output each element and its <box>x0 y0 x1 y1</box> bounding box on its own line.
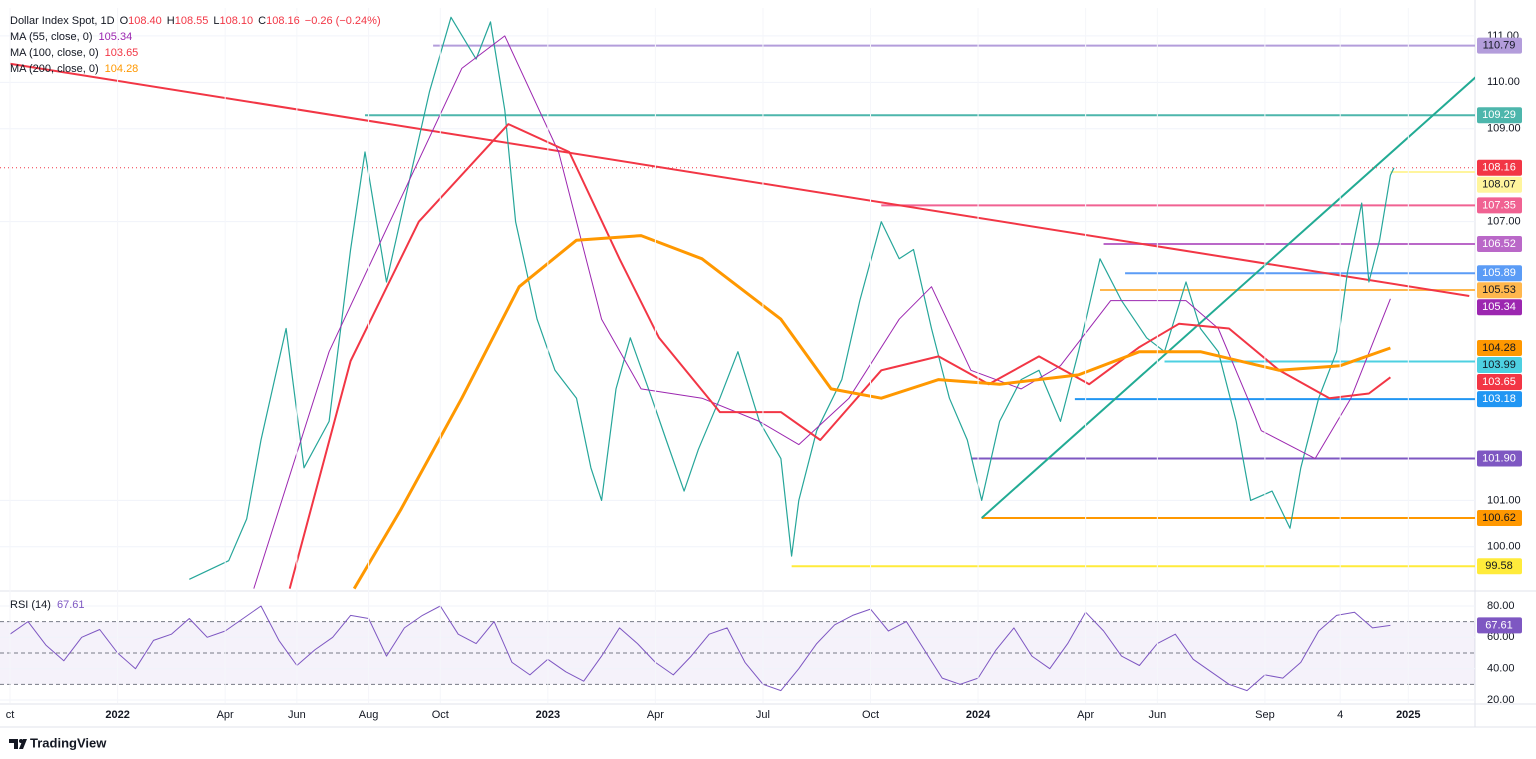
logo: TradingView <box>9 735 107 750</box>
legend-ohlc: C <box>258 15 266 27</box>
legend-ohlc: 108.40 <box>128 15 162 27</box>
price-label: 110.79 <box>1483 40 1516 52</box>
price-label: 103.18 <box>1482 393 1516 405</box>
price-label-box <box>1477 299 1522 316</box>
series-line <box>189 16 1395 580</box>
price-label-box <box>1477 510 1522 527</box>
legend-title: Dollar Index Spot, 1D O108.40 H108.55 L108.… <box>10 15 381 27</box>
price-label-box <box>1477 176 1522 193</box>
main-pane <box>0 16 1475 590</box>
price-label: 103.65 <box>1482 376 1516 388</box>
x-tick-label: 2025 <box>1396 709 1420 721</box>
x-tick-label: Apr <box>647 709 664 721</box>
y-tick-label: 40.00 <box>1487 663 1515 675</box>
y-tick-label: 80.00 <box>1487 600 1515 612</box>
price-label: 101.90 <box>1482 452 1516 464</box>
y-tick-label: 60.00 <box>1487 631 1515 643</box>
x-tick-label: 2022 <box>105 709 129 721</box>
x-tick-label: Jun <box>288 709 306 721</box>
x-tick-label: 4 <box>1337 709 1343 721</box>
price-label: 105.89 <box>1482 267 1516 279</box>
x-tick-label: Oct <box>862 709 879 721</box>
price-label: 109.29 <box>1482 109 1516 121</box>
price-label-box <box>1477 235 1522 252</box>
price-label: 103.99 <box>1482 359 1516 371</box>
series-line <box>352 234 1391 590</box>
logo-dot <box>19 739 23 743</box>
price-label-box <box>1477 37 1522 54</box>
price-label-box <box>1477 197 1522 214</box>
price-label-box <box>1477 282 1522 299</box>
legend-entry: MA (200, close, 0) 104.28 <box>10 63 138 75</box>
price-label-box <box>1477 265 1522 282</box>
x-tick-label: Apr <box>217 709 234 721</box>
legend-value: 67.61 <box>57 599 85 611</box>
price-label: 104.28 <box>1482 342 1516 354</box>
price-label: 99.58 <box>1485 560 1513 572</box>
x-tick-label: Apr <box>1077 709 1094 721</box>
price-label-box <box>1477 558 1522 575</box>
x-tick-label: 2023 <box>536 709 560 721</box>
price-label: 107.35 <box>1482 199 1516 211</box>
x-tick-label: Jun <box>1148 709 1166 721</box>
series-line <box>253 35 1391 589</box>
trendline <box>980 76 1475 519</box>
price-label-box <box>1477 357 1522 374</box>
price-label-box <box>1477 391 1522 408</box>
legend-ohlc: O <box>120 15 129 27</box>
legend-ohlc: −0.26 (−0.24%) <box>305 15 381 27</box>
legend-ohlc: 108.55 <box>175 15 209 27</box>
price-label: 100.62 <box>1482 512 1516 524</box>
price-label: 108.07 <box>1482 179 1516 191</box>
x-tick-label: Jul <box>756 709 770 721</box>
price-label-box <box>1477 617 1522 634</box>
series-line <box>9 605 1391 692</box>
price-label-box <box>1477 159 1522 176</box>
y-tick-label: 109.00 <box>1487 123 1521 135</box>
price-label: 105.53 <box>1482 284 1516 296</box>
price-label-box <box>1477 107 1522 124</box>
x-tick-label: Aug <box>359 709 379 721</box>
legend-ohlc: 108.16 <box>266 15 300 27</box>
rsi-pane <box>0 605 1475 701</box>
price-label-box <box>1477 340 1522 357</box>
x-tick-label: Sep <box>1255 709 1275 721</box>
legend-entry: RSI (14) 67.61 <box>10 599 85 611</box>
y-tick-label: 107.00 <box>1487 216 1521 228</box>
x-tick-label: 2024 <box>966 709 991 721</box>
series-line <box>288 123 1392 589</box>
x-tick-label: ct <box>6 709 15 721</box>
price-label-box <box>1477 374 1522 391</box>
trendline <box>9 62 1470 297</box>
y-tick-label: 101.00 <box>1487 494 1521 506</box>
price-label: 67.61 <box>1485 619 1513 631</box>
price-label: 106.52 <box>1482 238 1516 250</box>
price-label: 108.16 <box>1482 162 1516 174</box>
legend-ohlc: 108.10 <box>220 15 254 27</box>
y-tick-label: 100.00 <box>1487 541 1521 553</box>
brand[interactable]: TradingView <box>30 735 107 750</box>
legend-entry: MA (55, close, 0) 105.34 <box>10 31 132 43</box>
legend-ohlc: L <box>213 15 219 27</box>
legend-entry: MA (100, close, 0) 103.65 <box>10 47 138 59</box>
legend-value: 103.65 <box>105 47 139 59</box>
price-label: 105.34 <box>1482 301 1516 313</box>
y-tick-label: 110.00 <box>1487 76 1520 88</box>
legend-value: 104.28 <box>105 63 139 75</box>
x-tick-label: Oct <box>432 709 449 721</box>
price-label-box <box>1477 450 1522 467</box>
y-tick-label: 20.00 <box>1487 694 1515 706</box>
legend-ohlc: H <box>167 15 175 27</box>
legend-value: 105.34 <box>99 31 133 43</box>
